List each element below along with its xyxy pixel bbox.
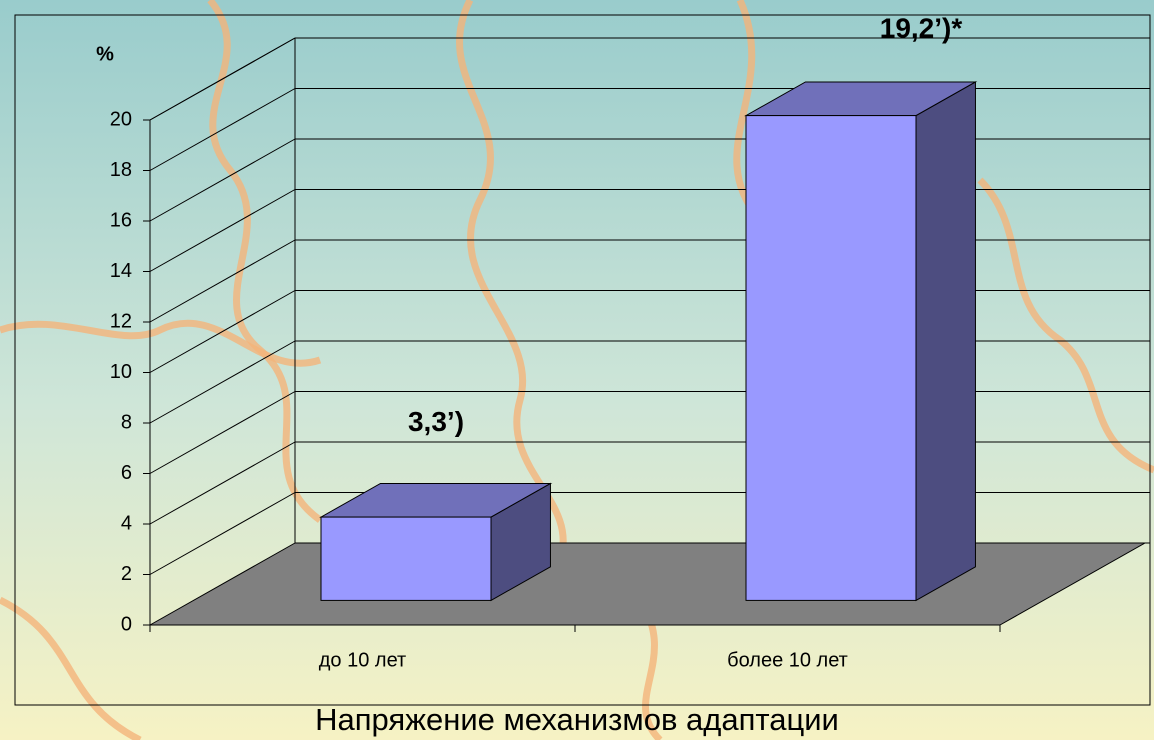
y-tick-label: 2 [121, 563, 132, 585]
side-grid-line [149, 542, 296, 626]
side-grid-line [149, 189, 296, 272]
bar [319, 482, 553, 602]
bar-front [745, 115, 917, 601]
y-tick-label: 12 [110, 310, 132, 332]
side-grid-line [149, 340, 296, 424]
value-label: 19,2’)* [880, 12, 963, 43]
y-axis-label: % [96, 43, 114, 65]
y-tick-label: 8 [121, 411, 132, 433]
side-grid-line [149, 290, 296, 373]
y-tick-label: 0 [121, 613, 132, 635]
plot-frame [14, 14, 1151, 706]
y-tick-label: 10 [110, 361, 132, 383]
chart-title: Напряжение механизмов адаптации [315, 702, 839, 737]
y-tick-label: 18 [110, 159, 132, 181]
x-axis-depth [999, 542, 1146, 626]
bar-front [320, 516, 492, 601]
side-grid-line [149, 391, 296, 474]
side-grid-line [149, 239, 296, 323]
y-tick-label: 16 [110, 209, 132, 231]
bar [744, 81, 978, 602]
y-tick-label: 14 [110, 260, 132, 282]
y-tick-label: 20 [110, 108, 132, 130]
floor [150, 543, 1145, 625]
bar-side [915, 81, 976, 602]
side-grid-line [149, 138, 296, 222]
side-grid-line [149, 492, 296, 575]
plot-area [149, 37, 1150, 626]
x-tick-label: более 10 лет [727, 649, 848, 671]
side-grid-line [149, 37, 296, 121]
y-tick-label: 6 [121, 462, 132, 484]
x-tick-label: до 10 лет [319, 649, 406, 671]
y-tick-label: 4 [121, 512, 132, 534]
value-label: 3,3’) [408, 406, 464, 437]
side-grid-line [149, 88, 296, 171]
side-grid-line [149, 441, 296, 525]
